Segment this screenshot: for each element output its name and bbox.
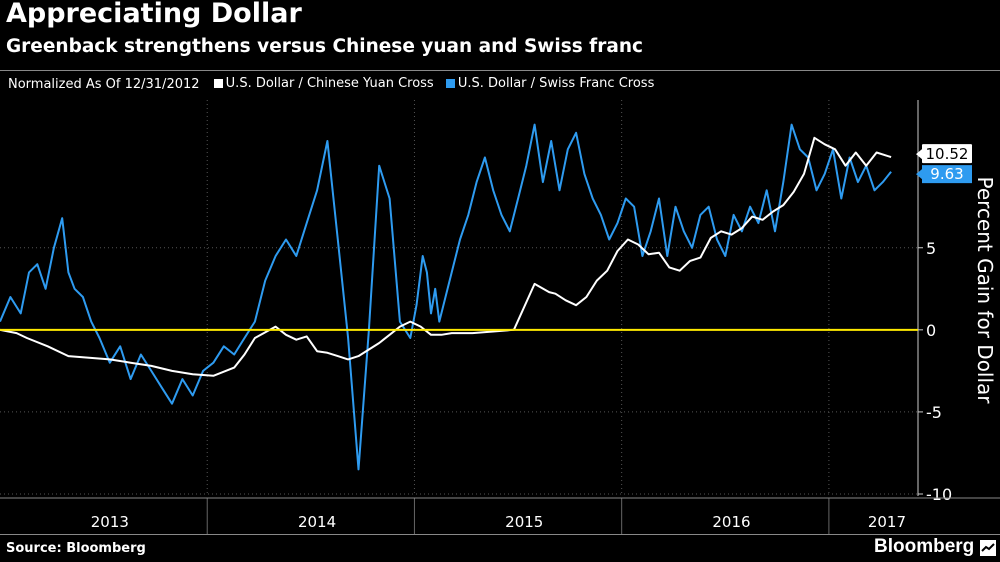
legend-item-franc: U.S. Dollar / Swiss Franc Cross	[445, 76, 655, 91]
chart-subtitle: Greenback strengthens versus Chinese yua…	[6, 36, 643, 57]
x-tick-label: 2013	[91, 513, 129, 531]
series-line-franc	[0, 123, 892, 471]
legend-label-franc: U.S. Dollar / Swiss Franc Cross	[457, 76, 655, 91]
header-divider	[0, 70, 1000, 71]
x-tick-label: 2015	[505, 513, 543, 531]
x-tick-label: 2017	[868, 513, 906, 531]
y-tick-label: 5	[926, 239, 936, 258]
x-tick-label: 2014	[298, 513, 336, 531]
legend: Normalized As Of 12/31/2012 U.S. Dollar …	[8, 76, 662, 92]
legend-swatch-yuan	[213, 79, 223, 88]
chart-title: Appreciating Dollar	[6, 0, 302, 29]
end-label-franc: 9.63	[930, 165, 963, 183]
end-label-pointer-yuan	[916, 149, 922, 160]
y-tick-label: -5	[926, 403, 942, 422]
brand-logo-text: Bloomberg	[874, 536, 975, 557]
end-label-pointer-franc	[916, 169, 922, 180]
end-label-yuan: 10.52	[926, 145, 969, 163]
legend-item-yuan: U.S. Dollar / Chinese Yuan Cross	[213, 76, 434, 91]
end-label-box-yuan	[922, 144, 972, 164]
y-tick-label: 0	[926, 321, 936, 340]
legend-note: Normalized As Of 12/31/2012	[8, 77, 200, 92]
legend-label-yuan: U.S. Dollar / Chinese Yuan Cross	[225, 76, 434, 91]
x-tick-label: 2016	[712, 513, 750, 531]
legend-swatch-franc	[445, 79, 455, 88]
series-line-yuan	[0, 136, 892, 377]
bloomberg-logo-icon	[980, 540, 996, 556]
footer-divider	[0, 534, 1000, 535]
y-tick-label: -10	[926, 485, 952, 504]
end-label-box-franc	[922, 165, 972, 184]
y-axis-label: Percent Gain for Dollar	[973, 176, 997, 404]
source-note: Source: Bloomberg	[6, 541, 146, 556]
